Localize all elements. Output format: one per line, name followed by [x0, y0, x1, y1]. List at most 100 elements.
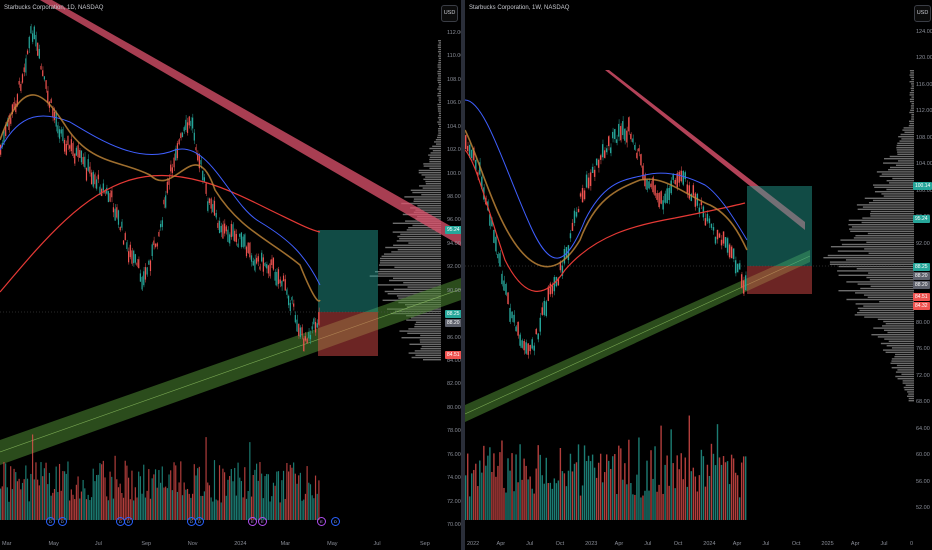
candle	[706, 213, 709, 222]
candle	[620, 126, 622, 141]
time-tick: 2023	[585, 541, 598, 547]
time-tick: Nov	[187, 541, 198, 547]
volume-bar	[487, 455, 489, 520]
volume-bar	[686, 486, 688, 520]
candle	[738, 263, 741, 270]
volume-profile-bar	[377, 284, 441, 286]
volume-profile-bar	[421, 174, 441, 176]
volume-profile-bar	[870, 213, 914, 215]
volume-bar	[563, 473, 566, 520]
volume-bar	[314, 475, 317, 520]
volume-bar	[537, 445, 539, 520]
volume-bar	[82, 479, 84, 520]
volume-bar	[136, 497, 138, 520]
volume-bar	[722, 456, 725, 520]
event-marker-icon[interactable]: E	[317, 517, 326, 526]
volume-bar	[267, 474, 269, 520]
candle	[541, 307, 543, 315]
candle	[734, 260, 737, 274]
event-marker-icon[interactable]: D	[195, 517, 204, 526]
candle	[33, 26, 35, 40]
volume-bar	[239, 477, 241, 520]
time-tick: Apr	[496, 541, 506, 547]
volume-bar	[274, 485, 276, 520]
event-marker-icon[interactable]: D	[58, 517, 67, 526]
volume-profile-bar	[891, 360, 914, 362]
volume-bar	[104, 477, 106, 520]
volume-bar	[188, 493, 190, 520]
volume-bar	[289, 464, 291, 520]
volume-profile-bar	[437, 51, 441, 53]
volume-bar	[561, 471, 564, 520]
right-candles	[465, 116, 747, 359]
candle	[664, 193, 666, 203]
event-marker-icon[interactable]: D	[331, 517, 340, 526]
candle	[178, 139, 180, 145]
volume-profile-bar	[369, 275, 441, 277]
event-marker-icon[interactable]: D	[46, 517, 55, 526]
right-volume-profile	[823, 70, 914, 402]
candle	[288, 295, 290, 306]
volume-profile-bar	[909, 70, 914, 72]
volume-profile-bar	[437, 106, 441, 108]
right-currency-button[interactable]: USD	[914, 5, 931, 22]
candle	[612, 131, 614, 139]
price-tick: 80.00	[916, 319, 930, 326]
volume-profile-bar	[895, 371, 914, 373]
volume-bar	[296, 483, 298, 520]
volume-profile-bar	[422, 359, 441, 361]
right-chart-canvas[interactable]	[465, 0, 932, 550]
volume-bar	[738, 497, 741, 520]
volume-bar	[175, 465, 177, 520]
left-chart-canvas[interactable]	[0, 0, 461, 550]
candle	[507, 292, 509, 305]
volume-profile-bar	[400, 233, 441, 235]
volume-bar	[122, 497, 125, 520]
volume-profile-bar	[837, 250, 914, 252]
volume-profile-bar	[902, 129, 914, 131]
candle	[563, 249, 566, 264]
event-marker-icon[interactable]: D	[124, 517, 133, 526]
volume-profile-bar	[903, 386, 914, 389]
volume-bar	[126, 465, 128, 520]
candle	[589, 172, 592, 186]
event-marker-icon[interactable]: E	[258, 517, 267, 526]
volume-bar	[483, 445, 485, 520]
volume-profile-bar	[415, 354, 441, 356]
volume-profile-bar	[437, 55, 441, 57]
candle	[252, 261, 254, 266]
candle	[533, 345, 535, 351]
volume-profile-bar	[438, 114, 441, 117]
volume-profile-bar	[393, 244, 441, 246]
candle	[644, 175, 646, 187]
time-tick: Sep	[420, 541, 430, 547]
volume-profile-bar	[438, 99, 441, 101]
volume-bar	[712, 453, 715, 520]
volume-bar	[740, 462, 743, 520]
volume-profile-bar	[438, 40, 441, 42]
right-chart-pane[interactable]: Starbucks Corporation, 1W, NASDAQ USD 12…	[465, 0, 932, 550]
volume-bar	[734, 472, 737, 520]
candle	[148, 260, 150, 265]
price-tick: 92.00	[447, 264, 461, 271]
volume-profile-bar	[420, 334, 441, 337]
volume-profile-bar	[437, 70, 441, 73]
left-currency-button[interactable]: USD	[441, 5, 458, 22]
volume-profile-bar	[909, 98, 914, 100]
candle	[511, 311, 513, 319]
candle	[736, 263, 739, 273]
price-tick: 80.00	[447, 404, 461, 411]
volume-bar	[200, 495, 202, 520]
candle	[549, 283, 552, 295]
left-tag-entry: 88.20	[445, 319, 461, 327]
volume-bar	[642, 495, 644, 520]
volume-bar	[610, 468, 612, 520]
pane-divider[interactable]	[461, 0, 465, 550]
candle	[294, 315, 296, 323]
left-chart-pane[interactable]: Starbucks Corporation, 1D, NASDAQ USD 11…	[0, 0, 461, 550]
volume-bar	[37, 479, 39, 520]
candle	[527, 343, 529, 355]
candle	[158, 231, 160, 237]
event-marker-icon[interactable]: E	[248, 517, 257, 526]
volume-bar	[742, 456, 745, 520]
